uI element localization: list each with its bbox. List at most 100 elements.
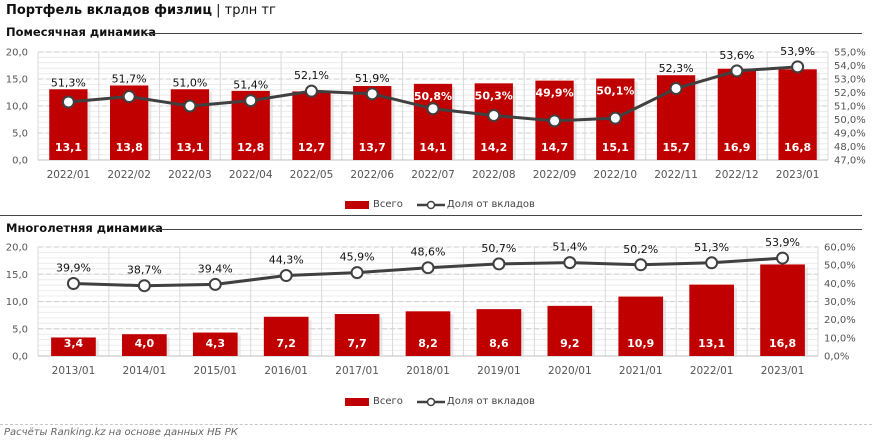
y-right-tick-label: 50,0% xyxy=(824,261,856,272)
section-divider xyxy=(0,215,862,216)
bar-value-label: 16,9 xyxy=(723,141,750,154)
bar xyxy=(778,69,817,160)
share-value-label: 38,7% xyxy=(127,264,162,277)
bar xyxy=(618,296,664,356)
bar xyxy=(760,264,805,356)
x-tick-label: 2022/10 xyxy=(593,169,637,181)
share-value-label: 39,4% xyxy=(198,262,233,275)
bar-value-label: 16,8 xyxy=(784,141,811,154)
y-left-tick-label: 0,0 xyxy=(12,352,28,363)
footer-divider xyxy=(0,424,872,425)
x-tick-label: 2022/09 xyxy=(533,169,577,181)
y-right-tick-label: 52,0% xyxy=(834,88,866,99)
share-value-label: 50,8% xyxy=(414,90,452,103)
bar-value-label: 13,1 xyxy=(176,141,203,154)
share-marker xyxy=(365,87,379,101)
bar-value-label: 15,7 xyxy=(663,141,690,154)
x-tick-label: 2017/01 xyxy=(335,365,379,377)
title-main: Портфель вкладов физлиц xyxy=(6,3,212,18)
share-value-label: 53,9% xyxy=(765,236,800,249)
legend-bar-swatch xyxy=(345,397,369,406)
bar xyxy=(476,309,522,356)
bar xyxy=(689,284,734,356)
share-value-label: 45,9% xyxy=(340,251,375,264)
x-tick-label: 2023/01 xyxy=(776,169,820,181)
x-tick-label: 2019/01 xyxy=(477,365,521,377)
share-marker xyxy=(548,114,562,128)
y-right-tick-label: 53,0% xyxy=(834,75,866,86)
share-value-label: 53,9% xyxy=(780,45,815,58)
share-marker xyxy=(563,256,577,270)
x-tick-label: 2023/01 xyxy=(761,365,805,377)
x-tick-label: 2022/11 xyxy=(654,169,698,181)
y-right-tick-label: 20,0% xyxy=(824,315,856,326)
share-marker xyxy=(66,277,80,291)
share-marker xyxy=(669,81,683,95)
bar xyxy=(413,83,453,160)
share-marker xyxy=(730,64,744,78)
bar-value-label: 8,6 xyxy=(489,337,509,350)
share-value-label: 51,7% xyxy=(112,72,147,85)
bar-value-label: 12,8 xyxy=(237,141,264,154)
bar-value-label: 15,1 xyxy=(602,141,629,154)
bar-value-label: 13,7 xyxy=(359,141,386,154)
share-marker xyxy=(122,90,136,104)
monthly-legend: Всего Доля от вкладов xyxy=(345,199,535,210)
bar-value-label: 9,2 xyxy=(560,337,580,350)
y-left-tick-label: 10,0 xyxy=(6,297,28,308)
bar xyxy=(192,332,238,356)
bar xyxy=(547,305,593,356)
share-marker xyxy=(487,108,501,122)
monthly-chart: 0,0 5,0 10,0 15,0 20,0 47,0% 48,0% 49,0% 50,0% 51… xyxy=(6,45,866,181)
bar-value-label: 14,7 xyxy=(541,141,568,154)
y-right-tick-label: 51,0% xyxy=(834,102,866,113)
share-marker xyxy=(421,261,435,275)
yearly-legend: Всего Доля от вкладов xyxy=(345,396,535,407)
y-right-tick-label: 47,0% xyxy=(834,156,866,167)
share-marker xyxy=(776,251,790,265)
share-marker xyxy=(608,111,622,125)
y-right-tick-label: 30,0% xyxy=(824,297,856,308)
yearly-chart: 0,0 5,0 10,0 15,0 20,0 0,0% 10,0% 20,0% 30,0% 40,… xyxy=(6,236,856,377)
x-tick-label: 2013/01 xyxy=(52,365,96,377)
bar-value-label: 4,0 xyxy=(135,337,155,350)
bar xyxy=(122,334,167,356)
y-right-tick-label: 40,0% xyxy=(824,279,856,290)
y-left-tick-label: 10,0 xyxy=(6,102,28,113)
bar xyxy=(334,314,380,356)
share-value-label: 50,3% xyxy=(475,89,513,102)
section-divider-monthly xyxy=(146,33,862,34)
share-value-label: 53,6% xyxy=(719,49,754,62)
share-marker xyxy=(791,60,805,74)
share-marker xyxy=(208,277,222,291)
y-left-tick-label: 5,0 xyxy=(12,324,28,335)
share-marker xyxy=(137,279,151,293)
source-note: Расчёты Ranking.kz на основе данных НБ Р… xyxy=(4,427,238,438)
bar-value-label: 13,8 xyxy=(116,141,143,154)
monthly-title: Помесячная динамика xyxy=(6,25,156,39)
x-tick-label: 2022/08 xyxy=(472,169,516,181)
share-value-label: 50,1% xyxy=(596,84,634,97)
yearly-title: Многолетняя динамика xyxy=(6,221,163,235)
share-marker xyxy=(279,269,293,283)
legend-label-total: Всего xyxy=(373,396,403,407)
y-right-tick-label: 48,0% xyxy=(834,142,866,153)
x-tick-label: 2016/01 xyxy=(264,365,308,377)
bar-value-label: 4,3 xyxy=(206,337,226,350)
share-value-label: 51,4% xyxy=(552,241,587,254)
title-unit: | трлн тг xyxy=(212,3,276,18)
legend-label-total: Всего xyxy=(373,199,403,210)
share-marker xyxy=(304,84,318,98)
section-title-monthly: Помесячная динамика xyxy=(6,25,156,39)
share-marker xyxy=(634,258,648,272)
bar-value-label: 7,2 xyxy=(276,337,296,350)
y-right-tick-label: 54,0% xyxy=(834,61,866,72)
y-left-tick-label: 15,0 xyxy=(6,270,28,281)
x-tick-label: 2022/02 xyxy=(107,169,151,181)
x-tick-label: 2014/01 xyxy=(123,365,167,377)
bar-value-label: 13,1 xyxy=(698,337,725,350)
y-left-tick-label: 20,0 xyxy=(6,48,28,59)
legend-line-swatch-icon xyxy=(416,200,445,209)
bar xyxy=(405,311,451,356)
share-value-label: 44,3% xyxy=(269,254,304,267)
